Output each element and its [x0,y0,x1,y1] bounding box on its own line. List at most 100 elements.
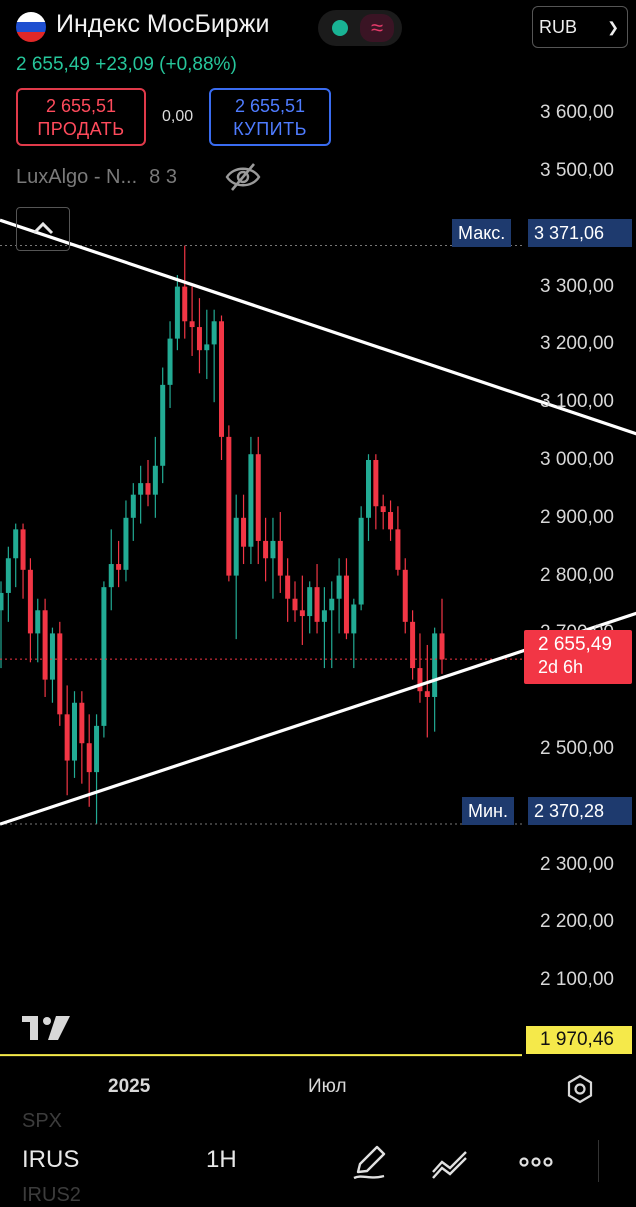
candle-body [160,384,166,466]
candle-body [174,286,180,339]
candle [410,610,416,680]
candle-body [130,494,136,518]
indicator-name: LuxAlgo - N... [16,166,138,188]
candle-body [116,564,122,570]
level-price-tag: 1 970,46 [526,1026,632,1054]
candle [321,587,327,669]
candle [358,506,364,611]
symbol-title[interactable]: Индекс МосБиржи [56,10,270,38]
min-value-tag: 2 370,28 [528,797,632,825]
candle [79,691,85,784]
candle [263,517,269,582]
y-tick-label: 2 800,00 [540,564,614,586]
candle [292,581,298,622]
candle-body [388,512,394,530]
candle [285,558,291,622]
candle [196,298,202,374]
candle-body [94,725,100,773]
candle [211,309,217,403]
candle [417,633,423,703]
candle [86,714,92,807]
buy-button[interactable]: 2 655,51 КУПИТЬ [209,88,331,146]
candle-body [42,610,48,680]
candle-body [343,575,349,634]
tradingview-logo [22,1016,70,1040]
market-open-dot-icon [332,20,348,36]
candle-body [233,517,239,576]
candle-body [72,702,77,761]
candle-body [395,529,401,570]
candle-body [402,569,408,622]
timeframe-selector[interactable]: 1H [206,1146,237,1173]
y-tick-label: 2 900,00 [540,506,614,528]
candle-body [189,321,195,328]
candle-body [20,529,26,570]
candle-body [167,338,173,385]
candle [270,517,276,599]
candle-body [417,668,423,692]
collapse-button[interactable] [16,207,70,251]
candle [248,436,254,565]
candle-body [410,621,416,669]
candle [64,685,70,796]
more-options-icon[interactable] [516,1142,556,1182]
sell-button[interactable]: 2 655,51 ПРОДАТЬ [16,88,146,146]
candle [424,644,430,738]
candle-body [35,610,41,634]
candle [336,558,342,634]
candle-body [5,558,11,593]
candle [42,598,48,697]
candle-body [204,344,210,351]
candle-body [321,610,327,622]
symbol-selector[interactable]: IRUS [22,1146,80,1173]
last-price-tag: 2 655,49 2d 6h [524,630,632,684]
x-tick-jul: Июл [308,1076,347,1097]
candle [395,506,401,576]
chart-style-icon[interactable] [430,1142,470,1182]
candle-body [27,569,33,634]
candle-body [351,604,357,634]
candle-body [292,598,298,611]
candle-body [123,517,129,570]
y-tick-label: 3 100,00 [540,391,614,413]
currency-select[interactable]: RUB ❯ [532,6,628,48]
candle [27,558,33,663]
candle [351,598,357,669]
trendline-upper [0,218,636,436]
y-tick-label: 3 600,00 [540,102,614,124]
candle [20,523,26,599]
delayed-data-icon: ≈ [360,14,394,42]
candle-body [182,286,188,322]
y-tick-label: 2 500,00 [540,738,614,759]
candle-body [64,714,70,761]
y-tick-label: 3 300,00 [540,275,614,297]
candle-body [152,465,158,495]
y-tick-label: 3 000,00 [540,449,614,470]
market-status-pill[interactable]: ≈ [318,10,402,46]
candle [138,465,144,524]
chart-settings-icon[interactable] [565,1074,595,1104]
spread-value: 0,00 [162,108,194,125]
candle [160,367,166,484]
candle [101,581,107,738]
bar-countdown: 2d 6h [538,657,584,677]
y-tick-label: 3 200,00 [540,333,614,355]
currency-value: RUB [539,17,578,37]
pencil-draw-icon[interactable] [350,1142,390,1182]
candle [388,500,394,541]
candle [167,321,173,408]
candle-body [277,540,283,576]
eye-hidden-icon[interactable] [224,160,262,194]
sell-label: ПРОДАТЬ [37,119,125,139]
indicator-legend[interactable]: LuxAlgo - N... 8 3 [16,166,177,189]
candle-body [255,454,261,541]
candle-body [314,587,320,622]
candle [174,275,180,351]
candle [94,714,100,825]
candle [373,454,379,530]
chevron-down-icon: ❯ [607,19,619,35]
ghost-symbol-above: SPX [22,1110,63,1132]
candle-body [101,587,107,726]
candle-body [329,598,335,611]
candle-body [424,691,430,697]
